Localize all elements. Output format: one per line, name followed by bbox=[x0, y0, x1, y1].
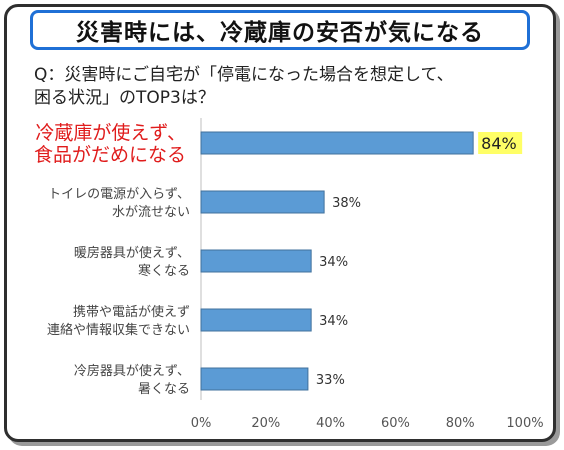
value-label-5: 33% bbox=[316, 373, 345, 388]
question-text: Q：災害時にご自宅が「停電になった場合を想定して、 困る状況」のTOP3は？ bbox=[34, 64, 534, 110]
bar-5 bbox=[200, 367, 309, 391]
bar-3 bbox=[200, 249, 312, 273]
bar-4 bbox=[200, 308, 312, 332]
value-label-4: 34% bbox=[319, 314, 348, 329]
x-tick-label-6: 100% bbox=[506, 416, 543, 431]
category-label-5-line-1: 冷房器具が使えず、 bbox=[74, 363, 190, 379]
category-label-1-line-2: 食品がだめになる bbox=[34, 144, 186, 166]
x-tick-label-5: 80% bbox=[446, 416, 475, 431]
bar-1 bbox=[200, 131, 474, 155]
banner-title: 災害時には、冷蔵庫の安否が気になる bbox=[30, 10, 530, 50]
category-label-2-line-2: 水が流せない bbox=[112, 205, 190, 220]
bar-2 bbox=[200, 190, 325, 214]
x-tick-label-2: 20% bbox=[251, 416, 280, 431]
category-label-5-line-2: 暑くなる bbox=[138, 382, 190, 397]
category-label-1-line-1: 冷蔵庫が使えず、 bbox=[35, 122, 186, 144]
question-line-2: 困る状況」のTOP3は？ bbox=[34, 88, 215, 108]
value-label-3: 34% bbox=[319, 255, 348, 270]
category-label-4-line-1: 携帯や電話が使えず bbox=[73, 304, 190, 320]
x-tick-label-4: 60% bbox=[381, 416, 410, 431]
value-label-2: 38% bbox=[332, 196, 361, 211]
x-tick-label-3: 40% bbox=[316, 416, 345, 431]
x-tick-label-1: 0% bbox=[191, 416, 212, 431]
category-label-3-line-2: 寒くなる bbox=[138, 263, 190, 279]
category-label-3-line-1: 暖房器具が使えず、 bbox=[74, 245, 190, 261]
value-highlight-bg bbox=[478, 132, 523, 154]
value-label-1: 84% bbox=[481, 134, 517, 153]
category-label-2-line-1: トイレの電源が入らず、 bbox=[48, 187, 190, 202]
question-line-1: Q：災害時にご自宅が「停電になった場合を想定して、 bbox=[34, 65, 454, 85]
category-label-4-line-2: 連絡や情報収集できない bbox=[47, 322, 190, 338]
